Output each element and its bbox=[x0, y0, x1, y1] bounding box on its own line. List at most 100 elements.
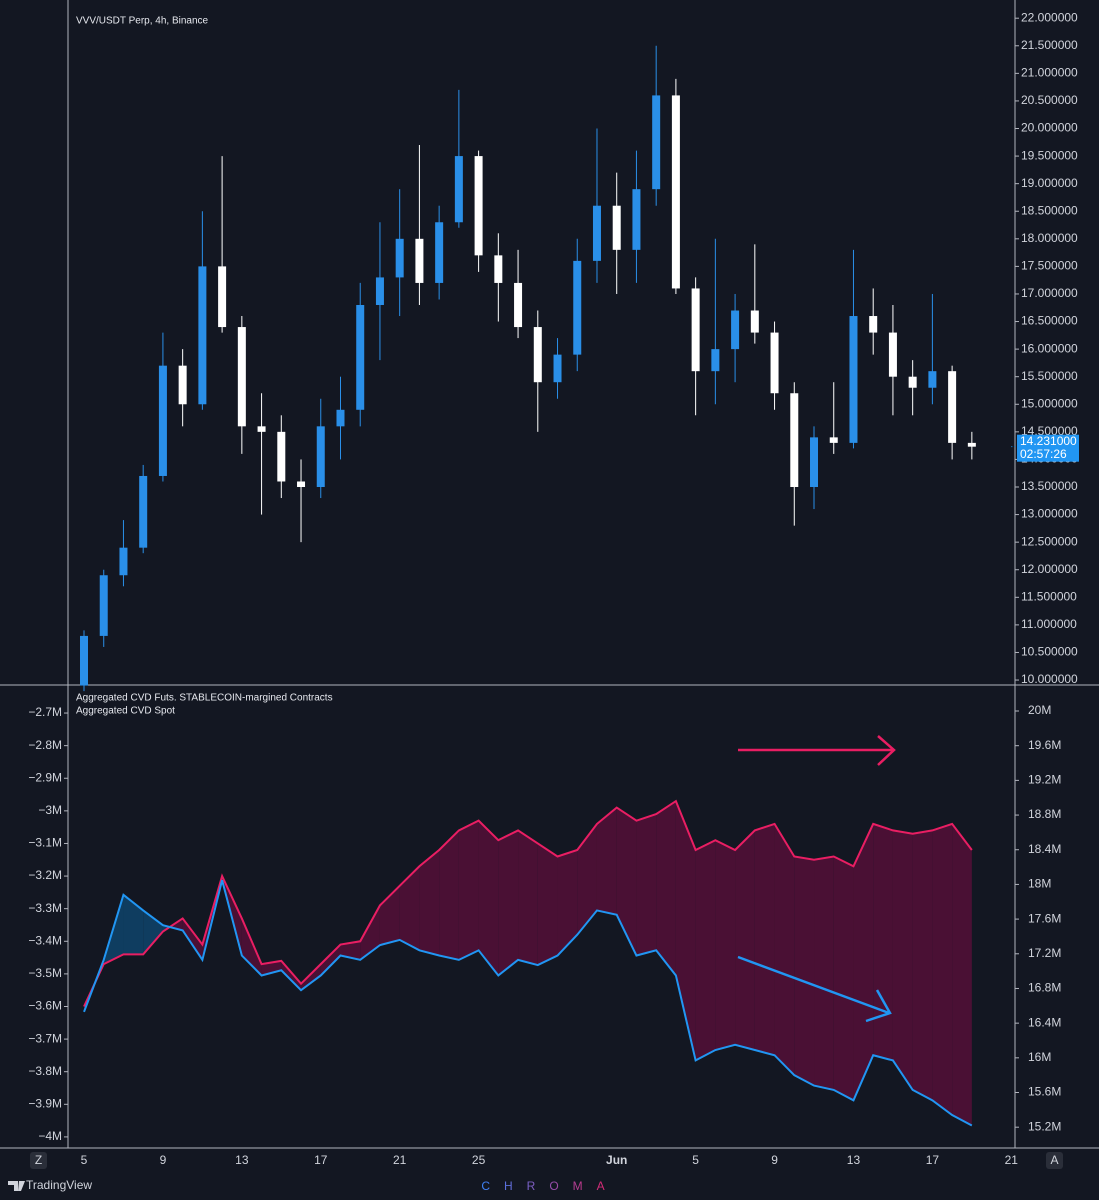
button[interactable] bbox=[1046, 1152, 1063, 1169]
cloud-fill bbox=[715, 840, 736, 1051]
x-tick-label: 17 bbox=[314, 1153, 328, 1167]
brand-logo bbox=[8, 1181, 25, 1191]
button[interactable] bbox=[30, 1152, 47, 1169]
y2-tick-label: 18.8M bbox=[1028, 807, 1061, 821]
cloud-fill bbox=[873, 823, 893, 1061]
y-tick-label: 21.000000 bbox=[1021, 66, 1078, 80]
y-tick-label: −3.9M bbox=[28, 1096, 62, 1110]
cloud-fill bbox=[636, 814, 657, 956]
y-tick-label: 12.000000 bbox=[1021, 562, 1078, 576]
candle-body bbox=[888, 332, 897, 377]
candle-body bbox=[218, 266, 227, 328]
candle-body bbox=[691, 288, 700, 372]
candle-body bbox=[158, 365, 167, 476]
y-tick-label: 16.000000 bbox=[1021, 341, 1078, 355]
cloud-fill bbox=[340, 941, 361, 960]
last-price-box bbox=[1017, 434, 1079, 462]
cloud-fill bbox=[833, 856, 854, 1101]
candle-body bbox=[99, 575, 108, 636]
y-tick-label: −3.1M bbox=[28, 836, 62, 850]
candle-body bbox=[652, 95, 661, 190]
candle-body bbox=[533, 327, 542, 383]
y-tick-label: 11.000000 bbox=[1021, 617, 1077, 631]
legend-entry: Aggregated CVD Futs. STABLECOIN-margined… bbox=[76, 693, 333, 704]
y-tick-label: 11.500000 bbox=[1021, 589, 1077, 603]
cloud-fill bbox=[557, 849, 578, 956]
cloud-fill bbox=[439, 830, 459, 960]
y-tick-label: −2.9M bbox=[28, 770, 62, 784]
y-tick-label: 17.500000 bbox=[1021, 259, 1078, 273]
cloud-fill bbox=[616, 807, 637, 956]
x-tick-label: 9 bbox=[771, 1153, 778, 1167]
cloud-fill bbox=[853, 823, 874, 1101]
y-tick-label: 13.000000 bbox=[1021, 507, 1078, 521]
y-tick-label: 15.000000 bbox=[1021, 396, 1078, 410]
candle-body bbox=[849, 316, 858, 443]
candle-body bbox=[139, 475, 148, 548]
y-tick-label: −3.3M bbox=[28, 901, 62, 915]
candle-body bbox=[454, 156, 463, 223]
arrow-annotation bbox=[738, 735, 896, 766]
y2-tick-label: 18.4M bbox=[1028, 842, 1061, 856]
y2-tick-label: 16M bbox=[1028, 1050, 1051, 1064]
y-tick-label: 16.500000 bbox=[1021, 314, 1078, 328]
candle-body bbox=[375, 277, 384, 305]
y-tick-label: −2.7M bbox=[28, 705, 62, 719]
brand-name: TradingView bbox=[26, 1178, 92, 1192]
cloud-fill bbox=[143, 910, 163, 955]
cloud-fill bbox=[754, 823, 775, 1056]
y-tick-label: 10.000000 bbox=[1021, 672, 1078, 686]
cloud-fill bbox=[478, 820, 499, 976]
y-tick-label: −3.2M bbox=[28, 868, 62, 882]
cloud-fill bbox=[182, 918, 203, 960]
candle-body bbox=[395, 238, 404, 278]
cloud-fill bbox=[695, 840, 716, 1061]
candle-body bbox=[119, 547, 128, 576]
y-tick-label: 14.500000 bbox=[1021, 424, 1078, 438]
cloud-fill bbox=[656, 801, 676, 976]
candle-body bbox=[297, 481, 306, 488]
y2-tick-label: 18M bbox=[1028, 877, 1051, 891]
y2-tick-label: 19.2M bbox=[1028, 773, 1061, 787]
candle-body bbox=[198, 266, 207, 405]
cloud-fill bbox=[892, 830, 913, 1090]
cvd-line bbox=[83, 799, 973, 1007]
last-price-label: 14.231000 bbox=[1020, 434, 1077, 448]
candle-body bbox=[435, 222, 444, 283]
candle-body bbox=[948, 371, 957, 443]
cloud-fill bbox=[458, 820, 479, 960]
y-tick-label: 19.500000 bbox=[1021, 148, 1078, 162]
plot-area: 10.000000 10.500000 11.000000 11.500000 12.0… bbox=[28, 10, 1079, 1167]
y-tick-label: 21.500000 bbox=[1021, 38, 1078, 52]
y-tick-label: 22.000000 bbox=[1021, 10, 1078, 24]
button-label[interactable]: Z bbox=[35, 1153, 42, 1167]
cloud-fill bbox=[596, 807, 617, 915]
y-tick-label: 20.000000 bbox=[1021, 121, 1078, 135]
cloud-fill bbox=[241, 918, 262, 976]
y2-tick-label: 16.8M bbox=[1028, 981, 1061, 995]
legend-entry: Aggregated CVD Spot bbox=[76, 706, 175, 717]
x-tick-label: Jun bbox=[606, 1153, 627, 1167]
candle-body bbox=[592, 205, 601, 261]
button-label[interactable]: A bbox=[1050, 1153, 1058, 1167]
x-tick-label: 21 bbox=[1005, 1153, 1019, 1167]
candle-body bbox=[474, 156, 483, 256]
y-tick-label: 15.500000 bbox=[1021, 369, 1078, 383]
y-tick-label: 13.500000 bbox=[1021, 479, 1078, 493]
y2-tick-label: 20M bbox=[1028, 703, 1051, 717]
candle-body bbox=[612, 205, 621, 250]
cloud-fill bbox=[419, 849, 440, 956]
cloud-fill bbox=[794, 856, 815, 1086]
candle-body bbox=[494, 255, 503, 283]
candle-body bbox=[908, 376, 917, 388]
arrow-annotation bbox=[737, 955, 892, 1023]
candle-body bbox=[237, 327, 246, 427]
chart-title: VVV/USDT Perp, 4h, Binance bbox=[76, 16, 209, 27]
y2-tick-label: 16.4M bbox=[1028, 1015, 1061, 1029]
countdown-label: 02:57:26 bbox=[1020, 447, 1067, 461]
y-tick-label: 10.500000 bbox=[1021, 645, 1078, 659]
y-tick-label: 17.000000 bbox=[1021, 286, 1078, 300]
cloud-fill bbox=[932, 823, 953, 1116]
